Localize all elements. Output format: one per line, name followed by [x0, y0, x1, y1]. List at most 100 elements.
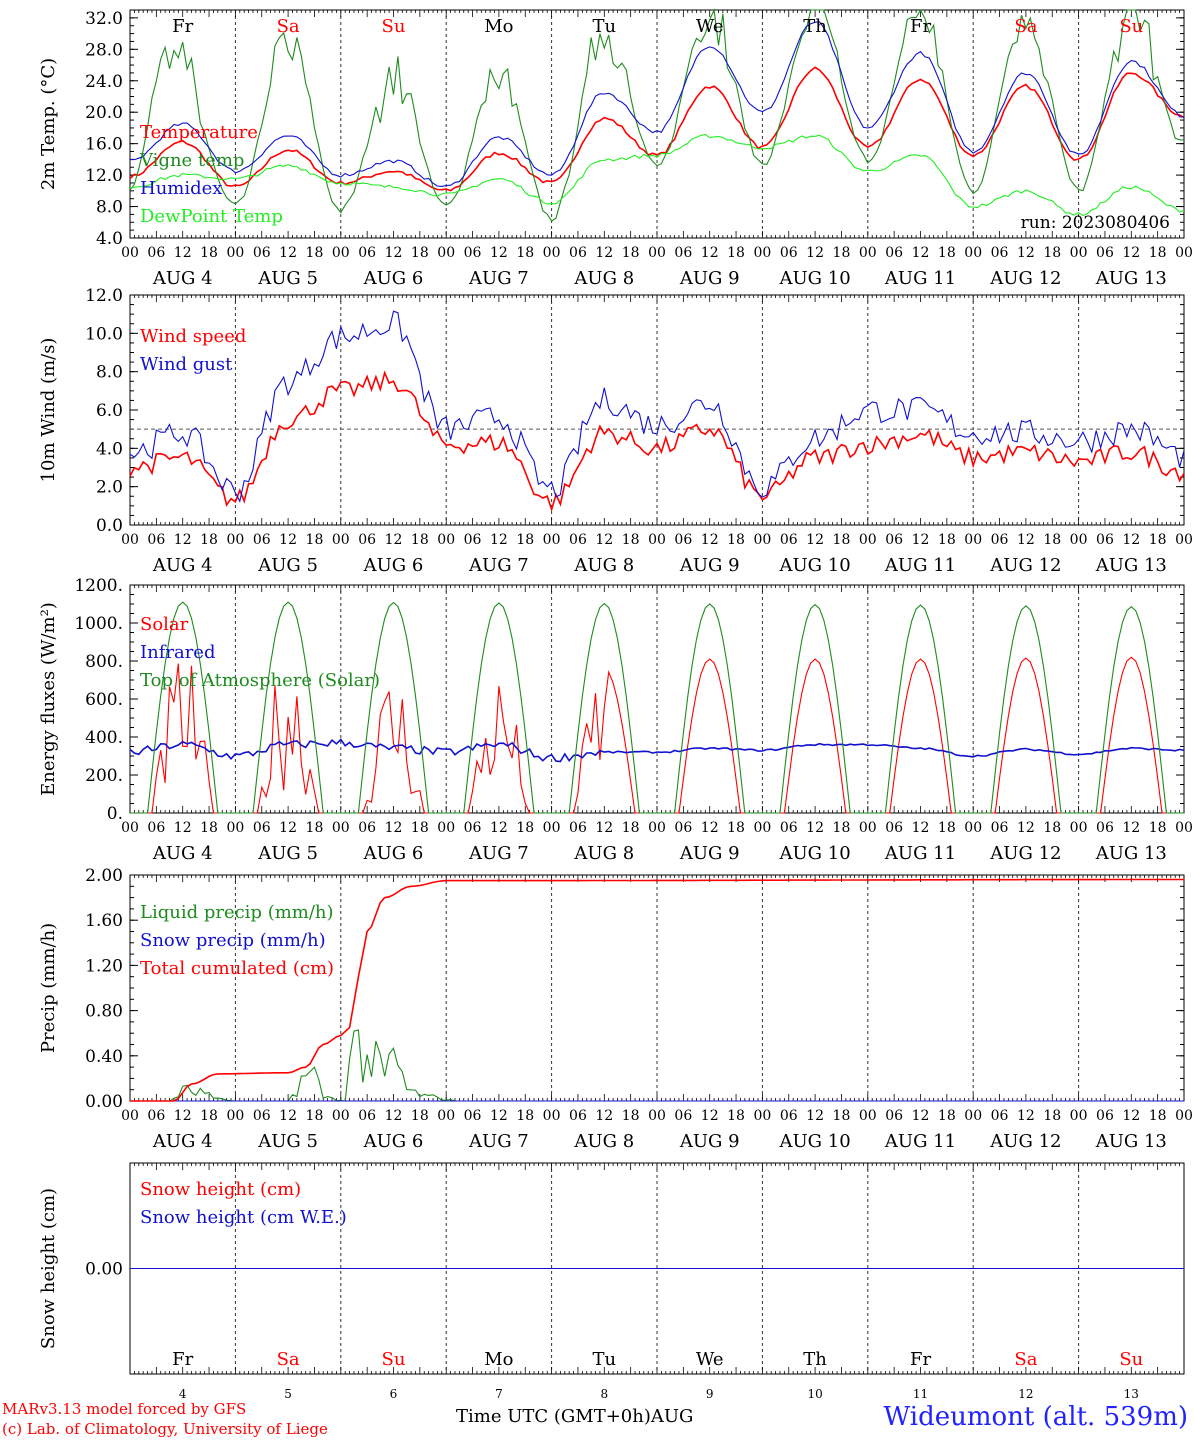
series-line-0: [129, 370, 1185, 513]
hour-label: 00: [859, 245, 877, 261]
hour-label: 18: [200, 532, 218, 548]
panel-3: 0. 200. 400. 600. 800. 1000. 1200. Energy fluxe…: [38, 576, 1193, 864]
hour-label: 00: [859, 532, 877, 548]
hour-label: 00: [753, 532, 771, 548]
hour-label: 00: [121, 532, 139, 548]
date-label: AUG 8: [573, 268, 634, 289]
date-label: AUG 6: [363, 843, 424, 864]
hour-label: 18: [622, 245, 640, 261]
hour-label: 06: [253, 820, 271, 836]
hour-label: 12: [279, 245, 297, 261]
hour-label: 06: [885, 532, 903, 548]
hour-label: 06: [253, 1108, 271, 1124]
hour-label: 12: [806, 245, 824, 261]
hour-label: 06: [464, 245, 482, 261]
credit-line-1: MARv3.13 model forced by GFS: [2, 1400, 247, 1418]
hour-label: 00: [226, 245, 244, 261]
hour-label: 06: [358, 532, 376, 548]
y-tick-label: 600.: [85, 690, 123, 710]
y-tick-label: 0.00: [85, 1092, 123, 1112]
hour-label: 18: [200, 245, 218, 261]
y-tick-label: 200.: [85, 766, 123, 786]
day-number: 6: [390, 1387, 398, 1401]
hour-label: 12: [490, 245, 508, 261]
hour-label: 12: [174, 245, 192, 261]
y-tick-label: 8.0: [96, 363, 123, 383]
hour-label: 18: [1043, 245, 1061, 261]
hour-label: 06: [674, 820, 692, 836]
hour-label: 12: [385, 245, 403, 261]
weekday-label: Su: [1119, 16, 1143, 37]
hour-label: 00: [226, 1108, 244, 1124]
weekday-label: Tu: [592, 16, 616, 37]
hour-label: 06: [780, 245, 798, 261]
hour-label: 06: [569, 820, 587, 836]
hour-label: 06: [464, 532, 482, 548]
hour-label: 00: [1175, 245, 1193, 261]
hour-label: 00: [437, 245, 455, 261]
hour-label: 00: [648, 820, 666, 836]
hour-label: 06: [464, 820, 482, 836]
date-label: AUG 11: [884, 1131, 956, 1152]
date-label: AUG 4: [152, 1131, 213, 1152]
hour-label: 18: [727, 820, 745, 836]
hour-label: 06: [885, 245, 903, 261]
hour-label: 18: [516, 1108, 534, 1124]
day-number: 9: [706, 1387, 714, 1401]
date-label: AUG 5: [257, 1131, 318, 1152]
date-label: AUG 7: [468, 268, 529, 289]
legend-entry: Top of Atmosphere (Solar): [140, 670, 380, 691]
hour-label: 00: [226, 532, 244, 548]
hour-label: 12: [595, 1108, 613, 1124]
date-label: AUG 12: [989, 843, 1061, 864]
hour-label: 06: [569, 532, 587, 548]
legend-entry: Snow precip (mm/h): [140, 930, 326, 951]
date-label: AUG 8: [573, 1131, 634, 1152]
hour-label: 00: [859, 1108, 877, 1124]
hour-label: 00: [121, 820, 139, 836]
legend-entry: Infrared: [140, 642, 215, 663]
hour-label: 06: [253, 245, 271, 261]
weekday-label: Su: [382, 1349, 406, 1370]
weekday-label: Th: [803, 16, 827, 37]
hour-label: 00: [543, 245, 561, 261]
legend-entry: Solar: [140, 614, 189, 635]
hour-label: 00: [648, 532, 666, 548]
weekday-label: Mo: [484, 16, 513, 37]
weekday-label: Sa: [1014, 16, 1037, 37]
hour-label: 18: [306, 1108, 324, 1124]
y-tick-label: 4.0: [96, 229, 123, 249]
hour-label: 00: [753, 1108, 771, 1124]
hour-label: 12: [912, 245, 930, 261]
hour-label: 00: [753, 245, 771, 261]
hour-label: 00: [543, 1108, 561, 1124]
hour-label: 00: [964, 1108, 982, 1124]
hour-label: 06: [464, 1108, 482, 1124]
date-label: AUG 13: [1095, 843, 1167, 864]
hour-label: 12: [806, 532, 824, 548]
y-tick-label: 0.: [107, 804, 123, 824]
day-number: 8: [600, 1387, 608, 1401]
legend-entry: Liquid precip (mm/h): [140, 902, 334, 923]
date-label: AUG 5: [257, 555, 318, 576]
panel-4: 0.00 0.40 0.80 1.20 1.60 2.00 Precip (mm/h) Liq…: [38, 866, 1193, 1152]
legend-entry: Temperature: [140, 122, 258, 143]
hour-label: 12: [1122, 1108, 1140, 1124]
hour-label: 06: [991, 245, 1009, 261]
date-label: AUG 9: [679, 268, 740, 289]
date-label: AUG 4: [152, 268, 213, 289]
hour-label: 18: [1149, 820, 1167, 836]
weekday-label: We: [696, 1349, 724, 1370]
time-axis-label: Time UTC (GMT+0h)AUG: [456, 1406, 693, 1427]
hour-label: 00: [1175, 820, 1193, 836]
hour-label: 12: [806, 1108, 824, 1124]
date-label: AUG 9: [679, 1131, 740, 1152]
hour-label: 12: [279, 532, 297, 548]
hour-label: 06: [147, 245, 165, 261]
hour-label: 00: [332, 245, 350, 261]
hour-label: 00: [964, 245, 982, 261]
credit-line-2: (c) Lab. of Climatology, University of L…: [2, 1420, 328, 1438]
hour-label: 12: [490, 820, 508, 836]
hour-label: 00: [226, 820, 244, 836]
